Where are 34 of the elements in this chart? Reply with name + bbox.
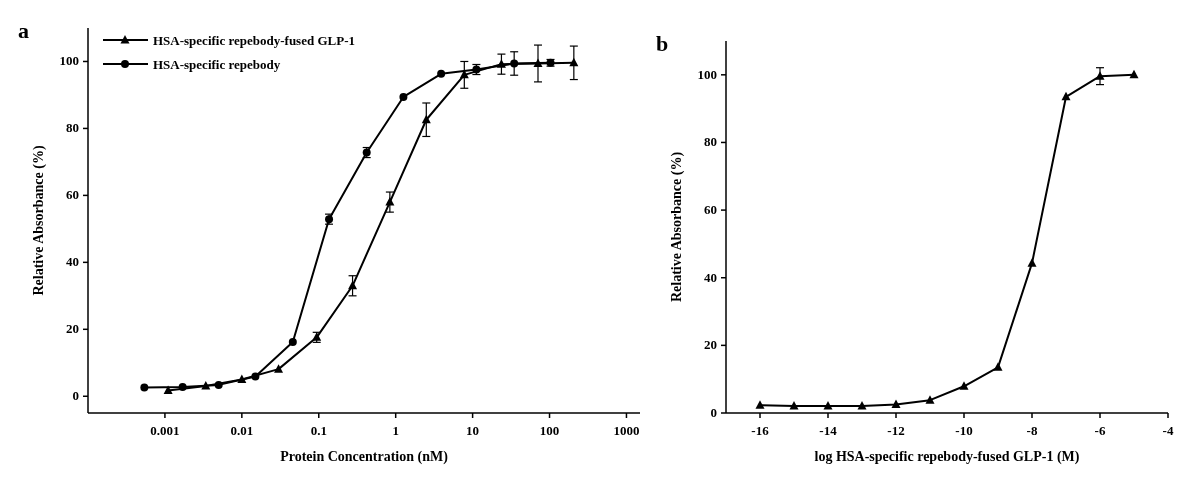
y-tick-label: 20 (66, 321, 79, 337)
legend-label: HSA-specific repebody-fused GLP-1 (153, 33, 355, 48)
y-tick-label: 20 (704, 337, 717, 353)
legend-label: HSA-specific repebody (153, 57, 281, 72)
x-tick-label: 1000 (613, 423, 640, 438)
y-axis-title: Relative Absorbance (%) (669, 151, 685, 303)
x-tick-label: -4 (1162, 423, 1174, 438)
y-tick-label: 60 (66, 187, 79, 203)
y-axis-title: Relative Absorbance (%) (31, 145, 47, 296)
x-tick-label: -14 (819, 423, 838, 438)
y-tick-label: 100 (59, 53, 79, 69)
x-tick-label: 1 (392, 423, 399, 438)
x-tick-label: -10 (955, 423, 973, 438)
chart-title: b (656, 31, 669, 56)
x-tick-label: 10 (466, 423, 480, 438)
x-tick-label: 100 (539, 423, 560, 438)
chart-title: a (18, 18, 29, 43)
y-tick-label: 0 (72, 388, 79, 404)
x-axis-title: Protein Concentration (nM) (280, 449, 449, 465)
x-tick-label: -16 (751, 423, 770, 438)
x-tick-label: 0.1 (310, 423, 327, 438)
x-axis-title: log HSA-specific repebody-fused GLP-1 (M) (814, 449, 1080, 465)
x-tick-label: -12 (887, 423, 905, 438)
x-tick-label: 0.001 (150, 423, 180, 438)
x-tick-label: -6 (1094, 423, 1106, 438)
y-tick-label: 80 (704, 134, 717, 150)
x-tick-label: -8 (1026, 423, 1038, 438)
y-tick-label: 0 (710, 405, 717, 420)
y-tick-label: 80 (66, 120, 79, 136)
y-tick-label: 60 (704, 202, 717, 218)
y-tick-label: 40 (704, 269, 717, 285)
y-tick-label: 40 (66, 254, 79, 270)
y-tick-label: 100 (697, 66, 717, 82)
x-tick-label: 0.01 (230, 423, 254, 438)
